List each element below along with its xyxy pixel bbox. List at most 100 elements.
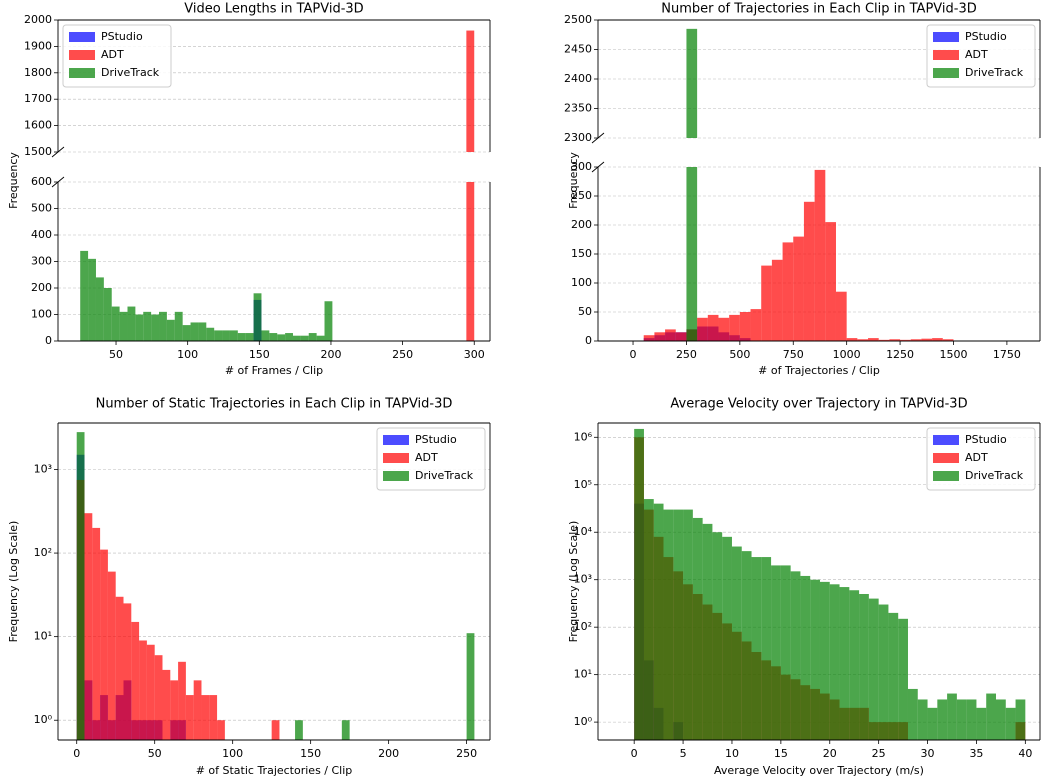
bar	[966, 699, 977, 740]
bar	[921, 338, 933, 341]
chart-title: Number of Trajectories in Each Clip in T…	[661, 2, 977, 17]
bar	[269, 333, 278, 341]
axis-break	[51, 176, 65, 188]
legend-swatch	[933, 50, 959, 60]
bar	[341, 720, 350, 740]
bar	[634, 428, 644, 740]
bar	[198, 322, 207, 341]
legend-swatch	[69, 68, 95, 78]
bar	[292, 335, 301, 341]
y-tick-label: 400	[31, 228, 52, 241]
bar	[271, 720, 280, 740]
y-tick-label: 10⁴	[574, 525, 593, 538]
y-tick-label: 200	[571, 218, 592, 231]
x-tick-label: 150	[249, 348, 270, 361]
legend-label: DriveTrack	[415, 469, 474, 482]
bar	[868, 338, 879, 341]
bar	[718, 317, 730, 341]
bar	[761, 557, 772, 740]
y-tick-label: 300	[31, 255, 52, 268]
axis-break	[51, 146, 65, 158]
bar	[800, 575, 811, 740]
x-tick-label: 1750	[993, 348, 1021, 361]
bar	[115, 596, 124, 740]
bar	[643, 499, 654, 740]
bar	[712, 532, 723, 740]
bar	[663, 509, 674, 740]
legend-label: ADT	[965, 451, 988, 464]
x-axis-label: Average Velocity over Trajectory (m/s)	[714, 764, 924, 777]
bar	[193, 680, 202, 740]
bar	[675, 332, 687, 341]
legend-swatch	[933, 435, 959, 445]
bars	[466, 30, 475, 152]
x-tick-label: 0	[631, 747, 638, 760]
y-tick-label: 2350	[564, 102, 592, 115]
bar	[956, 699, 967, 740]
y-tick-label: 2500	[564, 13, 592, 26]
bar	[84, 513, 93, 740]
y-tick-label: 10²	[34, 546, 52, 559]
legend-swatch	[383, 453, 409, 463]
bar	[76, 432, 85, 740]
bar	[466, 633, 475, 740]
bar	[201, 695, 210, 740]
bar	[692, 517, 703, 740]
x-tick-label: 250	[456, 747, 477, 760]
bar	[185, 695, 194, 740]
bar	[229, 330, 238, 341]
bar	[174, 311, 183, 341]
bar	[166, 319, 175, 341]
y-tick-label: 1800	[24, 66, 52, 79]
bar	[111, 306, 120, 341]
bar	[888, 612, 899, 740]
bar	[839, 587, 850, 740]
bar	[942, 339, 954, 341]
y-tick-label: 10³	[34, 462, 52, 475]
legend: PStudio ADT DriveTrack	[926, 24, 1036, 88]
x-tick-label: 250	[676, 348, 697, 361]
legend-label: ADT	[415, 451, 438, 464]
bar	[907, 688, 918, 740]
y-tick-label: 150	[571, 247, 592, 260]
x-tick-label: 100	[177, 348, 198, 361]
bar	[170, 680, 179, 740]
x-tick-label: 1000	[833, 348, 861, 361]
y-tick-label: 2000	[24, 13, 52, 26]
bar	[673, 509, 684, 740]
bar	[119, 311, 128, 341]
bar	[285, 333, 293, 341]
bar	[665, 329, 676, 341]
x-tick-label: 20	[823, 747, 837, 760]
y-tick-label: 10⁵	[574, 478, 592, 491]
bar	[162, 669, 171, 740]
x-tick-label: 25	[872, 747, 886, 760]
chart: 10⁰ 10¹ 10² 10³ 0 50 100 150 200 250 PStudio ADT Dri…	[7, 397, 491, 777]
y-tick-label: 10¹	[34, 630, 52, 643]
legend-swatch	[933, 32, 959, 42]
bar	[782, 242, 794, 341]
legend-swatch	[69, 32, 95, 42]
bar	[889, 339, 901, 341]
legend: PStudio ADT DriveTrack	[62, 24, 172, 88]
bar	[123, 603, 132, 740]
y-axis-label: Frequency (Log Scale)	[567, 521, 580, 643]
bar	[295, 720, 303, 740]
y-tick-label: 1700	[24, 92, 52, 105]
y-tick-label: 2450	[564, 43, 592, 56]
y-tick-label: 600	[31, 175, 52, 188]
y-axis-label: Frequency	[567, 152, 580, 209]
y-tick-label: 10⁶	[574, 430, 593, 443]
bar	[95, 277, 104, 341]
legend: PStudio ADT DriveTrack	[376, 427, 486, 491]
y-axis-label: Frequency (Log Scale)	[7, 521, 20, 643]
bar	[846, 338, 858, 341]
y-tick-label: 50	[578, 305, 592, 318]
chart: 10⁰ 10¹ 10² 10³ 10⁴ 10⁵ 10⁶ 0 5 10 15 20 25 30 35 40 PSt…	[567, 397, 1041, 777]
bar	[253, 293, 262, 341]
bar	[976, 707, 987, 740]
y-tick-label: 200	[31, 281, 52, 294]
y-tick-label: 300	[571, 160, 592, 173]
y-tick-label: 1600	[24, 119, 52, 132]
y-tick-label: 0	[45, 334, 52, 347]
